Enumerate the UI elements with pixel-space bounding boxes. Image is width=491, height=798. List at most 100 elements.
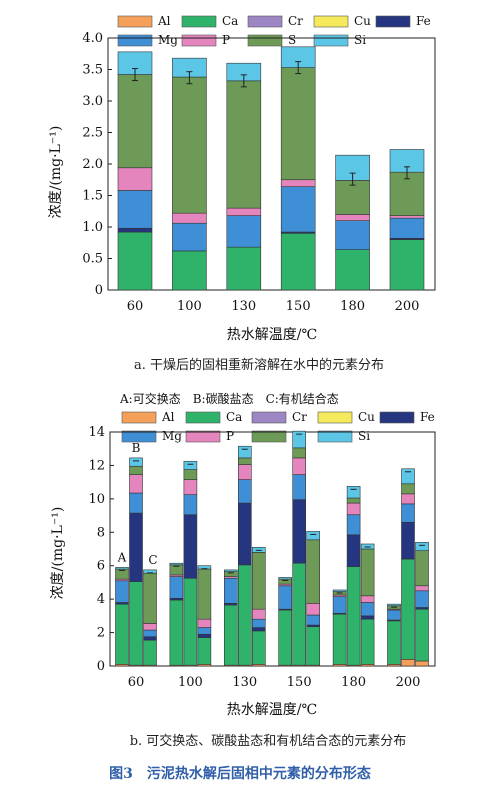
legend-label-Cr: Cr <box>292 410 307 424</box>
chart-a-bar-100-seg-Ca <box>172 250 207 291</box>
chart-b-bar-180-B-seg-S <box>346 497 361 504</box>
chart-b-bar-180-C-seg-S <box>360 548 375 597</box>
chart-b-xtick-label: 130 <box>232 675 257 690</box>
chart-b: 0 2 4 6 8 10 12 14 60 100 130 150 180 200 A B C <box>88 425 436 690</box>
chart-b-bar-150-C-seg-Si <box>306 531 321 541</box>
chart-a-bar-200-seg-S <box>389 171 425 216</box>
chart-a-bar-150-seg-Ca <box>280 233 316 291</box>
legend-swatch-Si <box>313 34 349 47</box>
legend-label-Cu: Cu <box>354 14 371 28</box>
chart-b-bar-200-C-seg-S <box>415 550 429 587</box>
chart-b-bar-200-A-seg-Mg <box>387 609 401 621</box>
chart-b-bar-150-A-seg-Si <box>278 577 293 580</box>
chart-b-ytick-label: 0 <box>97 659 105 674</box>
chart-b-bar-130-A-seg-S <box>224 571 238 577</box>
chart-b-bar-150-B-seg-Mg <box>292 474 307 500</box>
chart-b-bar-200-B-seg-S <box>401 483 415 495</box>
chart-a-frame <box>107 37 436 291</box>
chart-b-ytick-label: 8 <box>97 525 105 540</box>
chart-b-bar-100-C-seg-Mg <box>197 627 212 635</box>
chart-b-bar-60-C-seg-P <box>143 623 157 631</box>
chart-b-bar-150-B-seg-S <box>292 447 307 459</box>
chart-a-ytick-label: 1.0 <box>82 220 103 235</box>
caption-a: a. 干燥后的固相重新溶解在水中的元素分布 <box>134 357 384 373</box>
chart-b-xtick-label: 150 <box>287 675 312 690</box>
chart-b-bar-180-B-seg-Mg <box>346 514 361 536</box>
chart-b-bar-60-B-seg-S <box>129 465 143 475</box>
legend-label-Al: Al <box>157 14 171 28</box>
chart-b-bar-200-A-seg-Si <box>387 603 401 607</box>
legend-label-Mg: Mg <box>162 429 182 443</box>
chart-b-bar-130-B-seg-Si <box>238 445 252 459</box>
chart-b-bar-60-B-seg-P <box>129 474 143 494</box>
chart-a-xtick-label: 180 <box>340 299 365 314</box>
chart-b-bar-100-B-seg-Ca <box>183 577 198 666</box>
chart-a-bar-60-seg-Ca <box>117 231 153 291</box>
chart-b-bar-130-C-seg-P <box>252 608 266 620</box>
chart-b-bar-180-C-seg-Ca <box>360 618 375 665</box>
chart-a-xlabel: 热水解温度/℃ <box>227 327 317 343</box>
chart-b-bar-130-A-seg-Mg <box>224 577 238 604</box>
legend-label-Fe: Fe <box>420 410 435 424</box>
legend-swatch-Cu <box>317 411 353 424</box>
chart-a-bar-150-seg-S <box>280 67 316 181</box>
legend-swatch-Si <box>317 430 353 443</box>
legend-swatch-Ca <box>185 411 221 424</box>
chart-b-bar-130-C-seg-S <box>252 552 266 610</box>
legend-label-S: S <box>288 33 296 47</box>
chart-b-bar-100-B-seg-Si <box>183 460 198 470</box>
chart-b-bar-200-C-seg-Ca <box>415 608 429 662</box>
chart-b-bar-150-C-seg-Ca <box>306 626 321 666</box>
chart-b-bar-100-C-seg-Ca <box>197 637 212 665</box>
legend-swatch-P <box>185 430 221 443</box>
chart-b-bar-130-A-seg-Si <box>224 569 238 572</box>
chart-a-bar-200-seg-P <box>389 215 425 219</box>
legend-swatch-Cu <box>313 15 349 28</box>
legend-swatch-Al <box>117 15 153 28</box>
chart-b-bar-180-B-seg-Fe <box>346 534 361 567</box>
chart-b-bar-100-B-seg-S <box>183 469 198 480</box>
chart-a-ytick-label: 4.0 <box>82 31 103 46</box>
legend-swatch-Cr <box>251 411 287 424</box>
legend-swatch-Mg <box>121 430 157 443</box>
chart-a-bar-200-seg-Mg <box>389 217 425 239</box>
chart-b-bar-200-B-seg-Si <box>401 468 415 485</box>
chart-b-bar-180-B-seg-Si <box>346 486 361 499</box>
chart-b-bar-180-C-seg-P <box>360 595 375 603</box>
legend-chart-a: Al Ca Cr Cu Fe Mg P S Si <box>117 14 431 47</box>
legend-label-P: P <box>226 429 234 443</box>
chart-b-bar-60-A-seg-Si <box>115 567 129 570</box>
chart-b-bar-180-A-seg-Ca <box>332 613 347 665</box>
chart-b-bar-200-C-seg-Mg <box>415 590 429 608</box>
chart-b-xtick-label: 60 <box>128 675 145 690</box>
chart-a-bar-130-seg-P <box>226 207 262 216</box>
chart-a-ytick-label: 0.5 <box>82 252 103 267</box>
legend-label-Al: Al <box>161 410 175 424</box>
chart-b-bar-100-B-seg-Fe <box>183 514 198 579</box>
chart-b-group-legend: A:可交换态 B:碳酸盐态 C:有机结合态 <box>119 391 339 406</box>
chart-b-ytick-label: 4 <box>97 592 105 607</box>
chart-b-bar-130-A-seg-Ca <box>224 604 238 666</box>
legend-swatch-S <box>251 430 287 443</box>
chart-b-bar-60-A-seg-Ca <box>115 603 129 665</box>
chart-b-bar-100-C-seg-Fe <box>197 633 212 638</box>
chart-b-ytick-label: 10 <box>88 492 105 507</box>
chart-b-bar-200-C-seg-Si <box>415 542 429 551</box>
legend-label-Si: Si <box>354 33 366 47</box>
chart-b-bar-200-C-seg-P <box>415 585 429 592</box>
chart-b-bar-200-B-seg-Mg <box>401 503 415 523</box>
legend-label-Cr: Cr <box>288 14 303 28</box>
legend-label-Si: Si <box>358 429 370 443</box>
legend-swatch-Fe <box>375 15 411 28</box>
chart-b-bar-100-C-seg-S <box>197 568 212 620</box>
legend-label-P: P <box>222 33 230 47</box>
chart-b-bar-150-B-seg-Ca <box>292 562 307 666</box>
chart-b-bar-200-B-seg-Fe <box>401 521 415 560</box>
chart-b-bar-100-B-seg-P <box>183 479 198 495</box>
chart-b-bar-100-A-seg-Ca <box>169 599 184 666</box>
chart-b-bar-130-C-seg-Fe <box>252 627 266 632</box>
chart-a-bar-200-seg-Ca <box>389 239 425 291</box>
chart-b-group-letter-C: C <box>148 553 157 567</box>
chart-b-bar-130-C-seg-Ca <box>252 630 266 665</box>
